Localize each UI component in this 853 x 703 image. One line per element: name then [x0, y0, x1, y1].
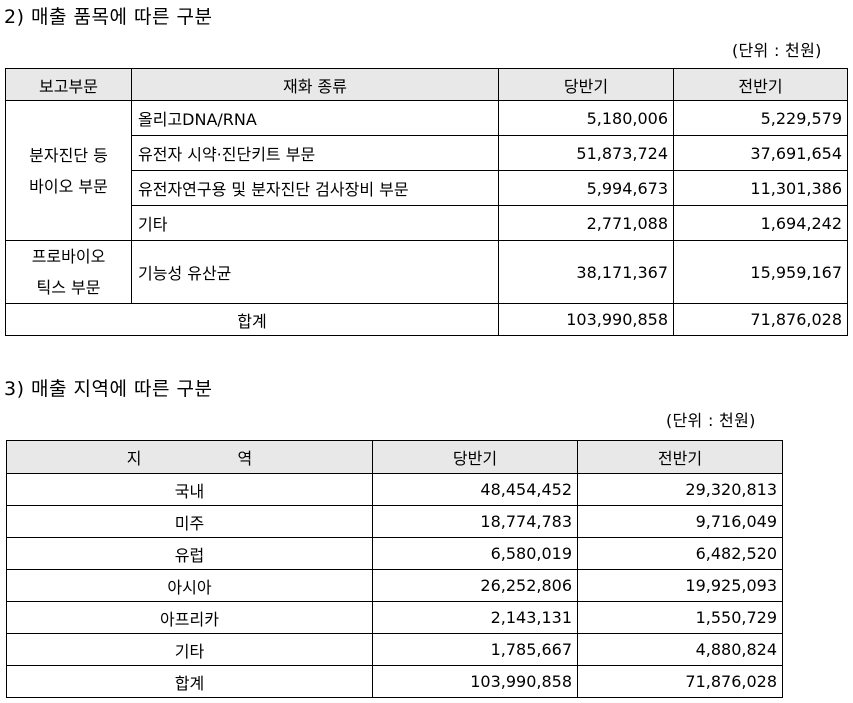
table-row: 기타 1,785,667 4,880,824: [6, 633, 783, 666]
segment-line: 틱스 부문: [36, 278, 101, 297]
table-row: 국내 48,454,452 29,320,813: [6, 473, 783, 506]
region-cell: 기타: [6, 633, 373, 666]
item-cell: 유전자 시약·진단키트 부문: [131, 135, 499, 171]
segment-cell: 분자진단 등 바이오 부문: [5, 100, 132, 241]
table-row: 기타 2,771,088 1,694,242: [6, 205, 848, 241]
region-cell: 미주: [6, 505, 373, 538]
previous-cell: 1,550,729: [577, 601, 783, 634]
segment-line: 바이오 부문: [29, 176, 108, 196]
previous-cell: 37,691,654: [673, 135, 848, 171]
table-row: 유전자연구용 및 분자진단 검사장비 부문 5,994,673 11,301,3…: [6, 170, 848, 206]
previous-cell: 4,880,824: [577, 633, 783, 666]
current-cell: 26,252,806: [372, 569, 578, 602]
header-current: 당반기: [498, 68, 674, 101]
segment-cell: 프로바이오 틱스 부문: [5, 240, 132, 304]
current-cell: 5,180,006: [498, 100, 674, 136]
current-cell: 6,580,019: [372, 537, 578, 570]
region-cell: 국내: [6, 473, 373, 506]
previous-cell: 19,925,093: [577, 569, 783, 602]
table-row: 아시아 26,252,806 19,925,093: [6, 569, 783, 602]
section3-heading: 3) 매출 지역에 따른 구분: [4, 378, 213, 400]
previous-cell: 6,482,520: [577, 537, 783, 570]
previous-cell: 15,959,167: [673, 240, 848, 304]
sales-by-product-table: 보고부문 재화 종류 당반기 전반기 분자진단 등 바이오 부문 올리고DNA/…: [5, 68, 848, 336]
current-cell: 5,994,673: [498, 170, 674, 206]
segment-line: 프로바이오: [31, 247, 106, 266]
total-label: 합계: [5, 303, 499, 336]
header-item: 재화 종류: [131, 68, 499, 101]
table-row: 유럽 6,580,019 6,482,520: [6, 537, 783, 570]
total-previous: 71,876,028: [673, 303, 848, 336]
current-cell: 48,454,452: [372, 473, 578, 506]
previous-cell: 9,716,049: [577, 505, 783, 538]
previous-cell: 11,301,386: [673, 170, 848, 206]
table-row: 아프리카 2,143,131 1,550,729: [6, 601, 783, 634]
total-label: 합계: [6, 665, 373, 698]
section2-unit: (단위 : 천원): [732, 41, 822, 60]
header-region-part: 역: [237, 449, 253, 468]
total-current: 103,990,858: [498, 303, 674, 336]
segment-line: 분자진단 등: [29, 145, 108, 165]
previous-cell: 1,694,242: [673, 205, 848, 241]
section3-unit: (단위 : 천원): [666, 411, 756, 430]
header-segment: 보고부문: [5, 68, 132, 101]
region-cell: 아시아: [6, 569, 373, 602]
region-cell: 유럽: [6, 537, 373, 570]
table-row: 미주 18,774,783 9,716,049: [6, 505, 783, 538]
current-cell: 38,171,367: [498, 240, 674, 304]
previous-cell: 5,229,579: [673, 100, 848, 136]
table-row: 분자진단 등 바이오 부문 올리고DNA/RNA 5,180,006 5,229…: [5, 100, 848, 241]
header-region-part: 지: [126, 449, 142, 468]
current-cell: 18,774,783: [372, 505, 578, 538]
table-row: 프로바이오 틱스 부문 기능성 유산균 38,171,367 15,959,16…: [5, 240, 848, 304]
item-cell: 유전자연구용 및 분자진단 검사장비 부문: [131, 170, 499, 206]
header-current: 당반기: [372, 440, 578, 474]
item-cell: 기타: [131, 205, 499, 241]
current-cell: 2,143,131: [372, 601, 578, 634]
section2-heading: 2) 매출 품목에 따른 구분: [4, 6, 213, 28]
region-cell: 아프리카: [6, 601, 373, 634]
header-previous: 전반기: [673, 68, 848, 101]
previous-cell: 29,320,813: [577, 473, 783, 506]
header-previous: 전반기: [577, 440, 783, 474]
total-previous: 71,876,028: [577, 665, 783, 698]
current-cell: 1,785,667: [372, 633, 578, 666]
current-cell: 2,771,088: [498, 205, 674, 241]
item-cell: 올리고DNA/RNA: [131, 100, 499, 136]
total-row: 합계 103,990,858 71,876,028: [5, 303, 848, 336]
table-header-row: 보고부문 재화 종류 당반기 전반기: [5, 68, 848, 101]
table-row: 유전자 시약·진단키트 부문 51,873,724 37,691,654: [6, 135, 848, 171]
total-current: 103,990,858: [372, 665, 578, 698]
item-cell: 기능성 유산균: [131, 240, 499, 304]
current-cell: 51,873,724: [498, 135, 674, 171]
total-row: 합계 103,990,858 71,876,028: [6, 665, 783, 698]
